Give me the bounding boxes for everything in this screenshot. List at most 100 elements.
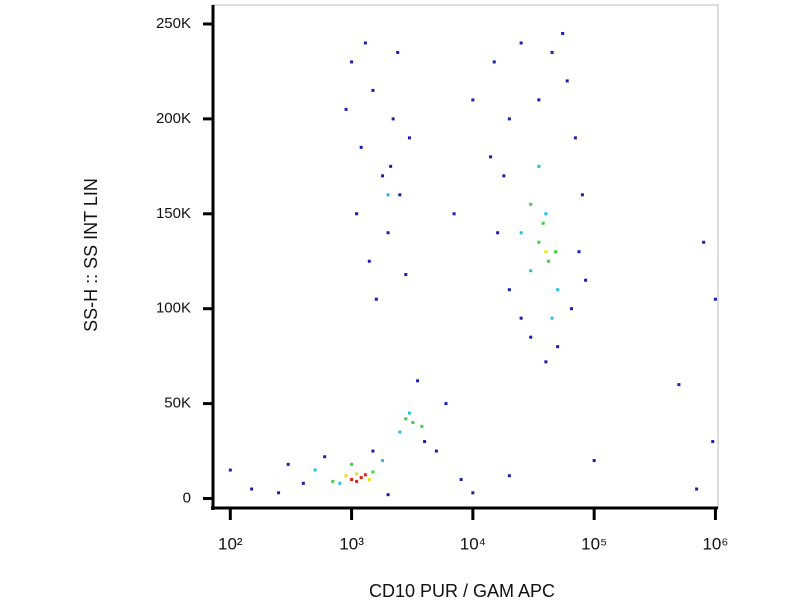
- x-axis-label: CD10 PUR / GAM APC: [369, 581, 555, 600]
- data-point: [371, 470, 375, 474]
- data-point: [569, 307, 573, 311]
- data-point: [556, 345, 560, 349]
- data-point: [537, 164, 541, 168]
- data-point: [313, 468, 317, 472]
- data-point: [556, 288, 560, 292]
- data-point: [507, 288, 511, 292]
- data-point: [550, 50, 554, 54]
- data-point: [367, 259, 371, 263]
- data-point: [519, 316, 523, 320]
- data-point: [544, 250, 548, 254]
- data-point: [355, 212, 359, 216]
- data-point: [381, 459, 385, 463]
- data-point: [537, 240, 541, 244]
- data-point: [711, 440, 715, 444]
- data-point: [550, 316, 554, 320]
- plot-frame: [212, 4, 719, 509]
- data-point: [420, 424, 424, 428]
- data-point: [411, 421, 415, 425]
- data-point: [367, 478, 371, 482]
- data-point: [471, 491, 475, 495]
- data-point: [404, 417, 408, 421]
- data-point: [459, 478, 463, 482]
- data-point: [452, 212, 456, 216]
- data-point: [359, 145, 363, 149]
- data-point: [529, 202, 533, 206]
- data-point: [344, 107, 348, 111]
- data-point: [519, 41, 523, 45]
- data-point: [404, 273, 408, 277]
- data-point: [507, 474, 511, 478]
- y-axis-label: SS-H :: SS INT LIN: [81, 178, 101, 332]
- y-tick-label: 100K: [156, 300, 191, 317]
- data-point: [507, 117, 511, 121]
- data-point: [423, 440, 427, 444]
- y-tick-label: 50K: [164, 395, 191, 412]
- data-point: [541, 221, 545, 225]
- data-point: [391, 117, 395, 121]
- data-point: [350, 462, 354, 466]
- data-point: [386, 231, 390, 235]
- data-point: [529, 335, 533, 339]
- data-point: [544, 360, 548, 364]
- data-point: [580, 193, 584, 197]
- data-point: [592, 459, 596, 463]
- data-point: [416, 379, 420, 383]
- data-point: [529, 269, 533, 273]
- data-point: [537, 98, 541, 102]
- data-point: [355, 479, 359, 483]
- data-point: [544, 212, 548, 216]
- data-point: [677, 383, 681, 387]
- data-point: [502, 174, 506, 178]
- data-point: [695, 487, 699, 491]
- data-point: [702, 240, 706, 244]
- data-point: [407, 411, 411, 415]
- data-point: [492, 60, 496, 64]
- data-point: [355, 472, 359, 476]
- x-tick-label: 10³: [339, 534, 364, 553]
- data-point: [350, 60, 354, 64]
- data-point: [301, 481, 305, 485]
- data-point: [331, 479, 335, 483]
- data-point: [444, 402, 448, 406]
- data-point: [371, 449, 375, 453]
- data-point: [386, 193, 390, 197]
- data-point: [546, 259, 550, 263]
- data-point: [519, 231, 523, 235]
- data-point: [323, 455, 327, 459]
- data-point: [371, 88, 375, 92]
- data-point: [396, 50, 400, 54]
- data-point: [407, 136, 411, 140]
- data-point: [496, 231, 500, 235]
- data-point: [577, 250, 581, 254]
- data-point: [363, 473, 367, 477]
- y-tick-label: 0: [183, 489, 191, 506]
- data-point: [250, 487, 254, 491]
- x-tick-label: 10⁶: [702, 534, 728, 553]
- data-point: [489, 155, 493, 159]
- y-tick-label: 200K: [156, 110, 191, 127]
- data-point: [338, 481, 342, 485]
- data-point: [471, 98, 475, 102]
- data-point: [389, 164, 393, 168]
- y-tick-label: 150K: [156, 205, 191, 222]
- data-point: [565, 79, 569, 83]
- data-point: [277, 491, 281, 495]
- data-point: [286, 462, 290, 466]
- data-point: [434, 449, 438, 453]
- data-point: [553, 250, 557, 254]
- x-tick-label: 10⁵: [581, 534, 607, 553]
- data-point: [359, 476, 363, 480]
- data-point: [363, 41, 367, 45]
- x-tick-label: 10²: [218, 534, 243, 553]
- data-point: [386, 493, 390, 497]
- data-point: [398, 430, 402, 434]
- data-point: [573, 136, 577, 140]
- data-point: [713, 297, 717, 301]
- data-point: [398, 193, 402, 197]
- data-point: [584, 278, 588, 282]
- x-tick-label: 10⁴: [460, 534, 486, 553]
- data-point: [228, 468, 232, 472]
